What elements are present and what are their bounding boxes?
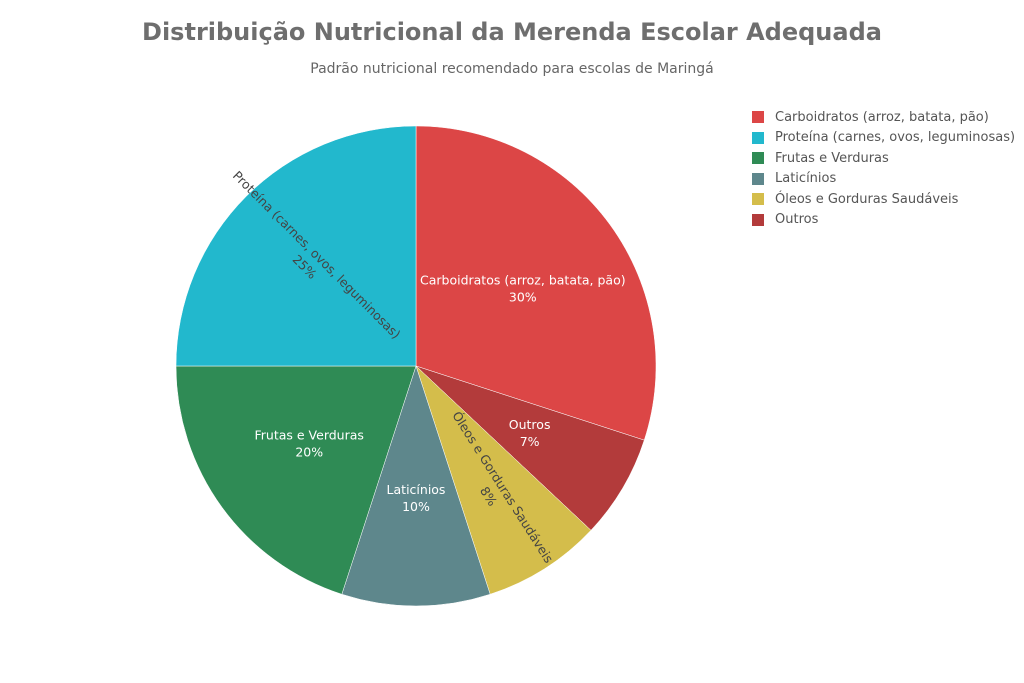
legend-swatch (752, 172, 764, 185)
pie-slice-laticinios (341, 365, 491, 607)
slice-label-carboidratos-arroz-batata-pao: Carboidratos (arroz, batata, pão) 30% (420, 272, 626, 304)
legend-label: Proteína (carnes, ovos, leguminosas) (775, 130, 1016, 146)
pie-slice-proteina-carnes-ovos-leguminosas (175, 125, 417, 367)
slice-value-label: 30% (509, 289, 537, 304)
slice-label-laticinios: Laticínios 10% (387, 482, 446, 514)
legend-label: Outros (775, 212, 819, 228)
legend-swatch (752, 213, 764, 226)
slice-label-text: Outros (509, 417, 551, 432)
legend-item-proteina-carnes-ovos-leguminosas[interactable]: Proteína (carnes, ovos, leguminosas) (752, 128, 1015, 149)
pie-slice-carboidratos-arroz-batata-pao (415, 125, 657, 441)
legend-swatch (752, 152, 764, 165)
slice-label-outros: Outros 7% (509, 417, 551, 449)
pie-slice-oleos-e-gorduras-saudaveis (415, 365, 592, 595)
slice-label-text: Carboidratos (arroz, batata, pão) (420, 272, 626, 287)
slice-value-label: 7% (520, 434, 540, 449)
slice-label-text: Frutas e Verduras (254, 428, 363, 443)
pie-slice-outros (415, 365, 645, 531)
legend-swatch (752, 193, 764, 206)
slice-label-text: Laticínios (387, 482, 446, 497)
chart-subtitle: Padrão nutricional recomendado para esco… (310, 61, 714, 77)
slice-value-label: 20% (295, 445, 323, 460)
legend-swatch (752, 131, 764, 144)
legend-item-frutas-e-verduras[interactable]: Frutas e Verduras (752, 148, 1015, 169)
legend-label: Carboidratos (arroz, batata, pão) (775, 109, 989, 125)
legend-label: Óleos e Gorduras Saudáveis (775, 191, 959, 207)
slice-label-frutas-e-verduras: Frutas e Verduras 20% (254, 428, 363, 460)
pie-slice-frutas-e-verduras (175, 365, 417, 595)
legend-item-outros[interactable]: Outros (752, 210, 1015, 231)
legend-item-laticinios[interactable]: Laticínios (752, 169, 1015, 190)
chart-title: Distribuição Nutricional da Merenda Esco… (142, 18, 882, 46)
legend-item-oleos-e-gorduras-saudaveis[interactable]: Óleos e Gorduras Saudáveis (752, 189, 1015, 210)
legend-label: Frutas e Verduras (775, 150, 889, 166)
slice-value-label: 10% (402, 499, 430, 514)
legend-item-carboidratos-arroz-batata-pao[interactable]: Carboidratos (arroz, batata, pão) (752, 107, 1015, 128)
chart-legend: Carboidratos (arroz, batata, pão) Proteín… (752, 107, 1015, 230)
legend-swatch (752, 111, 764, 124)
legend-label: Laticínios (775, 171, 837, 187)
